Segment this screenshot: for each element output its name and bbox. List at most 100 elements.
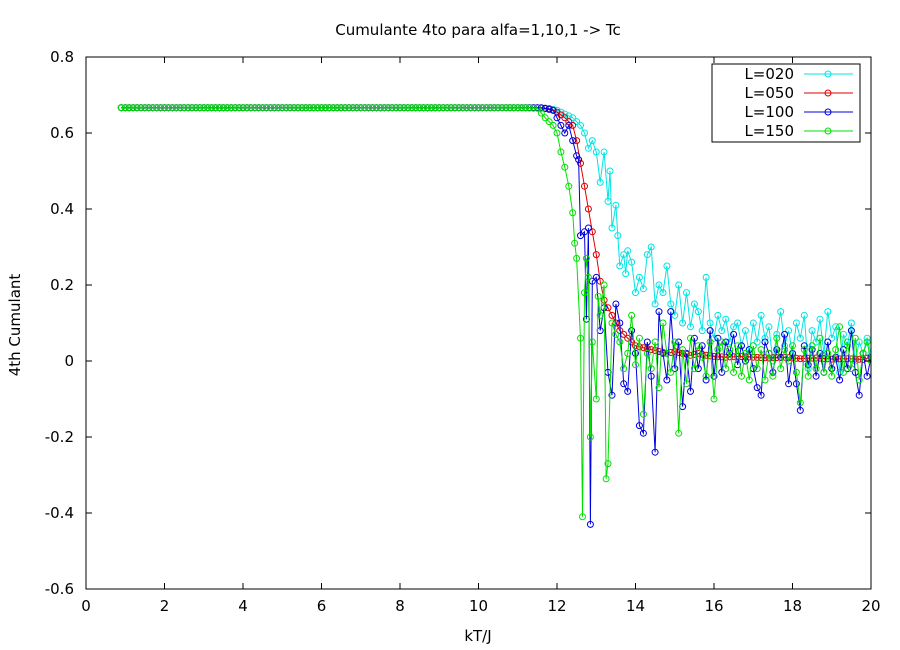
data-point: [612, 330, 620, 338]
data-point: [624, 247, 632, 255]
x-tick-label: 12: [547, 597, 566, 615]
data-point: [584, 273, 592, 281]
data-point: [153, 104, 161, 112]
data-point: [655, 308, 663, 316]
data-point: [749, 319, 757, 327]
data-point: [800, 311, 808, 319]
data-point: [643, 349, 651, 357]
data-point: [380, 104, 388, 112]
data-point: [259, 104, 267, 112]
legend-swatch-marker: [824, 127, 832, 135]
data-point: [859, 349, 867, 357]
data-point: [141, 104, 149, 112]
data-point: [706, 352, 714, 360]
data-point: [553, 106, 561, 114]
y-tick-label: -0.6: [45, 580, 74, 598]
data-point: [561, 163, 569, 171]
data-point: [687, 387, 694, 395]
data-point: [176, 104, 184, 112]
data-point: [840, 368, 847, 376]
data-point: [741, 327, 749, 335]
data-point: [439, 104, 447, 112]
data-point: [832, 353, 840, 361]
x-tick-label: 0: [81, 597, 91, 615]
data-point: [612, 300, 620, 308]
data-point: [514, 104, 522, 112]
x-tick-label: 8: [395, 597, 405, 615]
data-point: [561, 110, 569, 118]
data-point: [592, 148, 600, 156]
data-point: [781, 330, 789, 338]
data-point: [604, 304, 612, 312]
data-point: [734, 352, 742, 360]
data-point: [632, 361, 639, 369]
data-point: [867, 353, 871, 361]
data-point: [828, 372, 836, 380]
data-point: [820, 368, 828, 376]
data-point: [608, 319, 616, 327]
data-point: [594, 292, 602, 300]
data-point: [867, 349, 871, 357]
data-point: [376, 104, 384, 112]
data-point: [671, 311, 679, 319]
data-point: [612, 201, 620, 209]
data-point: [137, 104, 145, 112]
data-point: [365, 104, 373, 112]
data-point: [800, 346, 808, 354]
data-point: [388, 104, 396, 112]
data-point: [592, 251, 600, 259]
data-point: [714, 346, 722, 354]
data-point: [632, 349, 639, 357]
data-point: [592, 395, 600, 403]
data-point: [847, 327, 855, 335]
data-point: [588, 338, 596, 346]
data-point: [753, 338, 761, 346]
data-point: [773, 334, 781, 342]
data-point: [533, 104, 541, 112]
data-point: [639, 429, 647, 437]
chart-title: Cumulante 4to para alfa=1,10,1 -> Tc: [335, 21, 621, 39]
data-point: [741, 349, 749, 357]
legend-label: L=100: [744, 103, 794, 121]
data-point: [227, 104, 235, 112]
y-tick-label: 0.6: [50, 124, 74, 142]
data-point: [149, 104, 157, 112]
data-point: [571, 239, 579, 247]
data-point: [647, 243, 655, 251]
data-point: [247, 104, 255, 112]
data-point: [435, 104, 443, 112]
data-point: [581, 129, 588, 137]
y-tick-label: -0.2: [45, 428, 74, 446]
data-point: [745, 346, 753, 354]
data-point: [494, 104, 502, 112]
x-tick-label: 2: [160, 597, 170, 615]
data-point: [663, 376, 671, 384]
data-point: [847, 365, 855, 373]
data-point: [306, 104, 314, 112]
data-point: [475, 104, 482, 112]
data-point: [769, 372, 777, 380]
data-point: [478, 104, 486, 112]
data-point: [345, 104, 353, 112]
series-line: [121, 107, 871, 361]
data-point: [635, 422, 643, 430]
data-point: [530, 104, 537, 112]
data-point: [675, 338, 683, 346]
data-point: [690, 350, 698, 358]
data-point: [467, 104, 475, 112]
data-point: [687, 334, 694, 342]
data-point: [749, 353, 757, 361]
data-point: [812, 372, 820, 380]
data-point: [290, 104, 298, 112]
data-point: [863, 338, 871, 346]
data-point: [785, 357, 793, 365]
data-point: [602, 475, 610, 483]
data-point: [549, 121, 557, 129]
data-point: [718, 353, 726, 361]
data-point: [545, 118, 553, 126]
data-point: [392, 104, 400, 112]
data-point: [612, 319, 620, 327]
data-point: [579, 513, 586, 521]
data-point: [828, 334, 836, 342]
data-point: [282, 104, 290, 112]
